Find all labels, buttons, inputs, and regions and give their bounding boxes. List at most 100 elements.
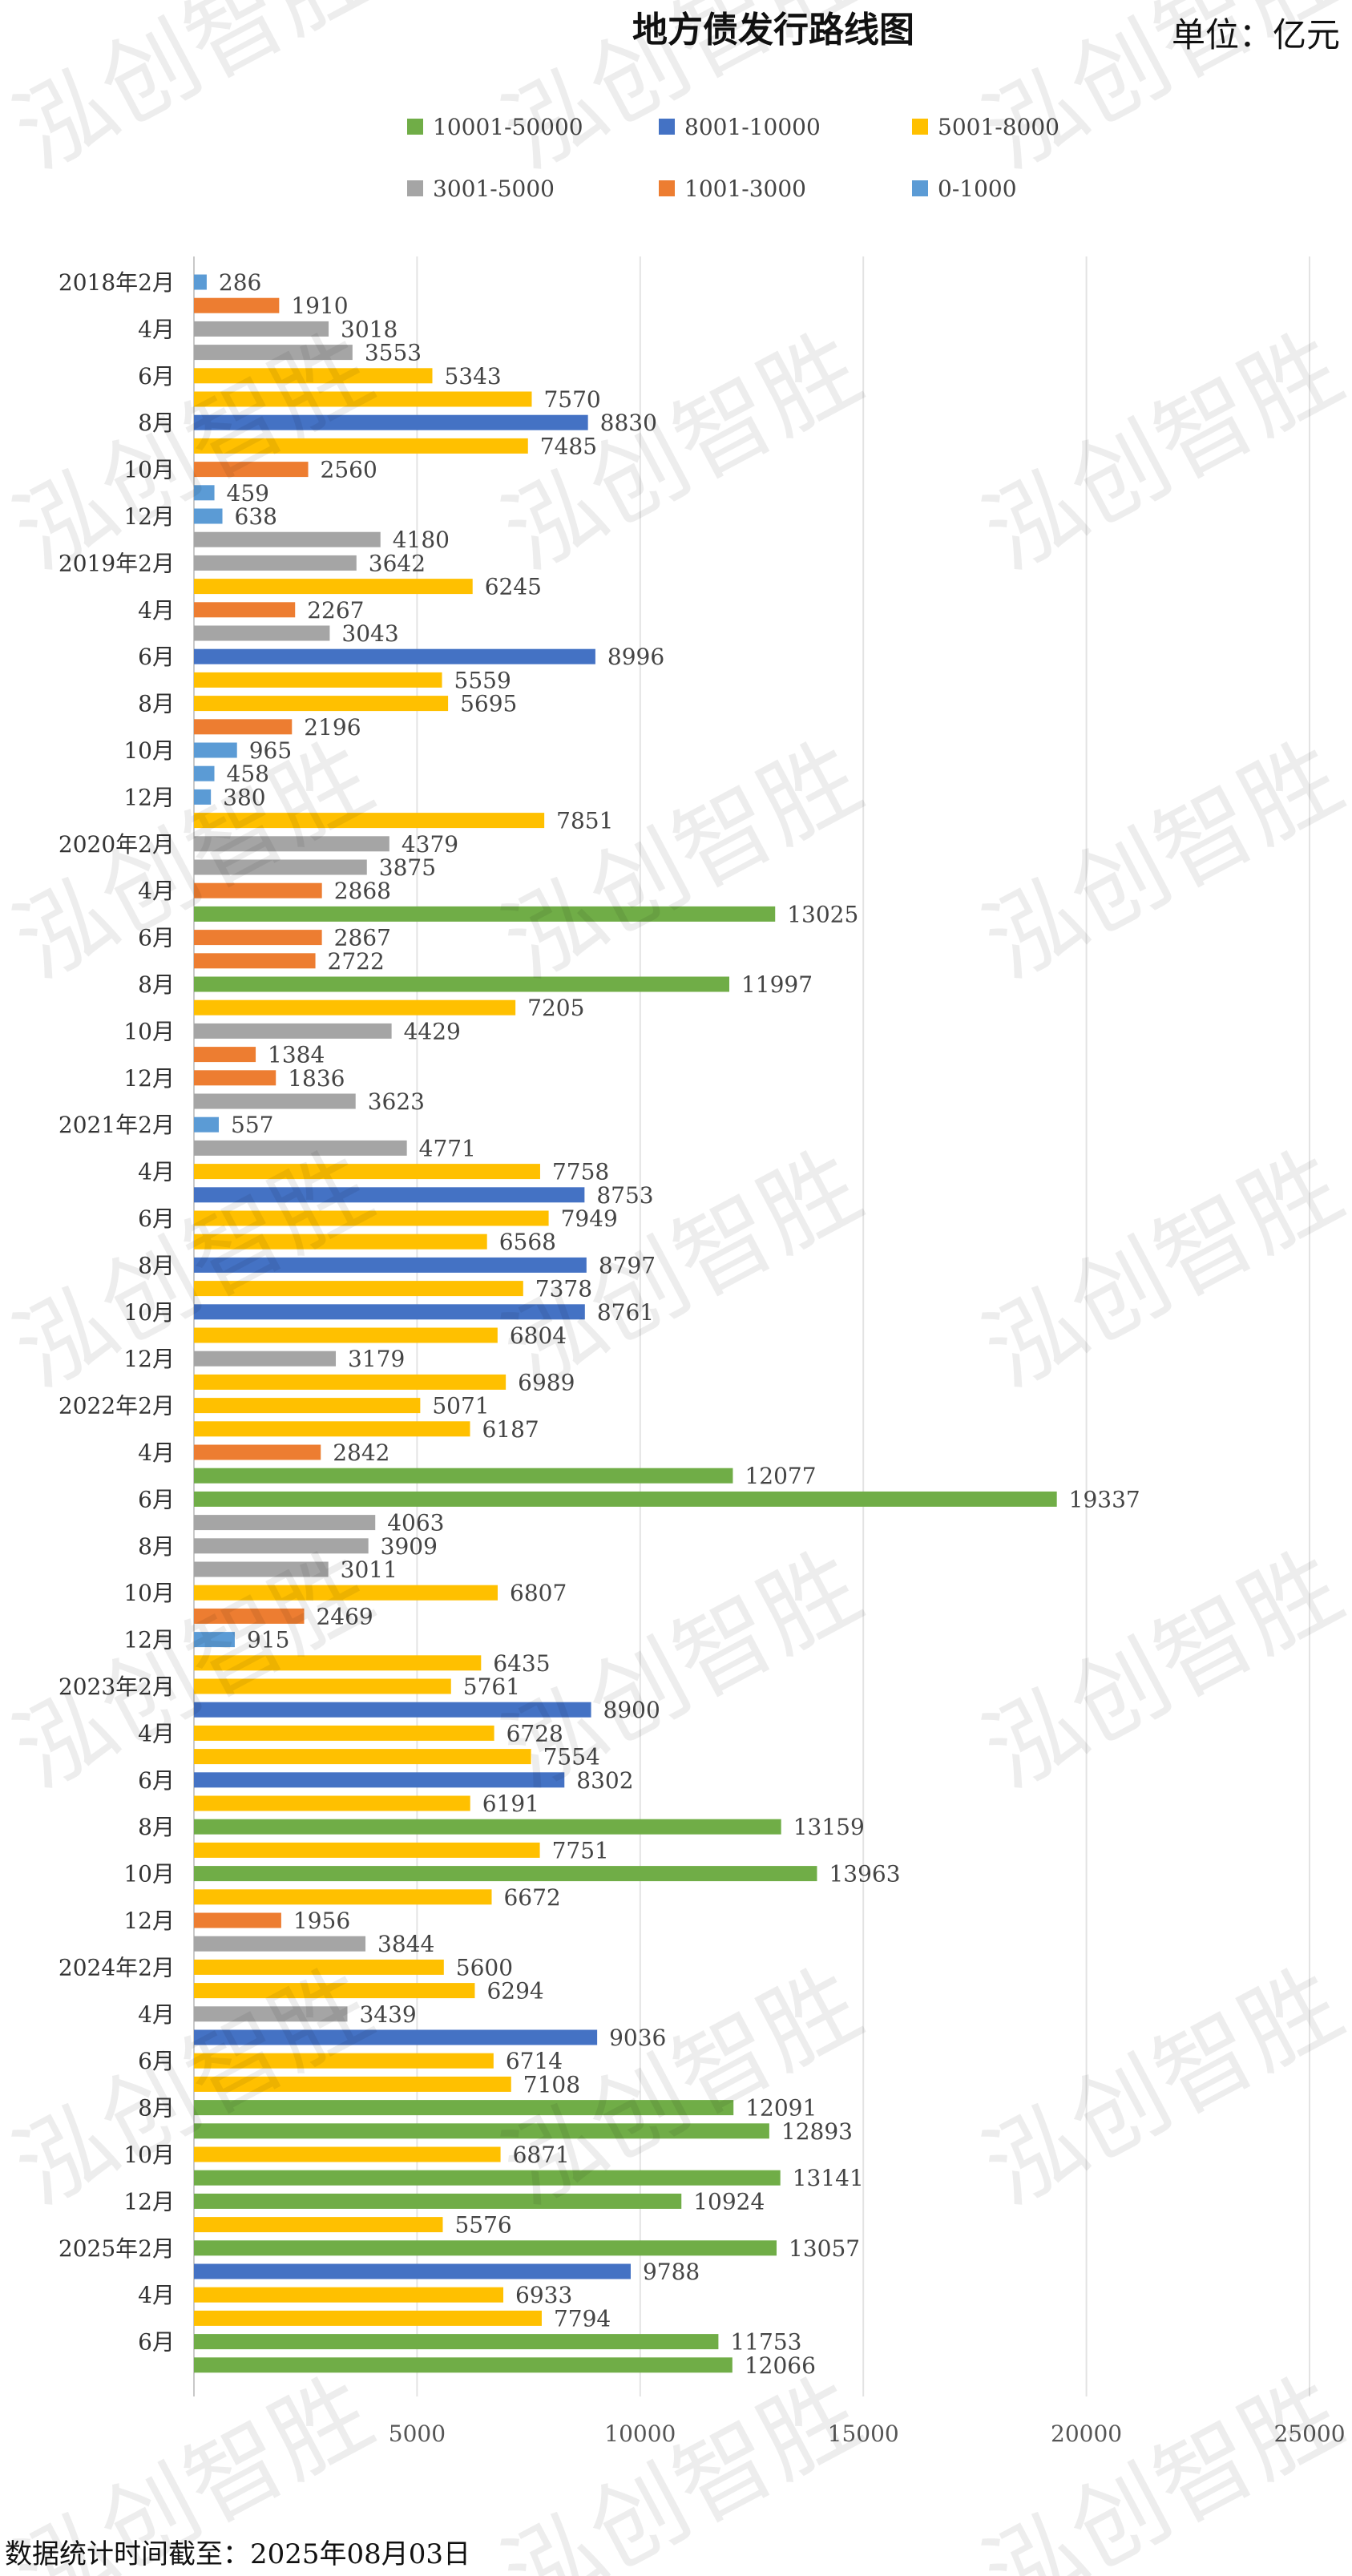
bar: [194, 2217, 443, 2233]
legend-label: 0-1000: [938, 176, 1017, 202]
bar: [194, 1866, 817, 1882]
value-label: 5695: [460, 691, 517, 717]
bar: [194, 1187, 585, 1203]
watermark-text: 泓创智胜: [0, 0, 389, 191]
bar: [194, 1233, 487, 1250]
bar: [194, 2334, 719, 2350]
value-label: 6294: [486, 1978, 543, 2005]
bar: [194, 2170, 781, 2186]
value-label: 7851: [556, 808, 613, 834]
bar: [194, 579, 473, 595]
bar: [194, 485, 215, 501]
value-label: 2469: [316, 1603, 373, 1629]
value-label: 12091: [745, 2095, 817, 2122]
bar: [194, 391, 532, 407]
bar: [194, 2076, 511, 2092]
value-label: 3179: [348, 1346, 405, 1372]
category-label: 6月: [138, 363, 175, 390]
value-label: 7554: [543, 1744, 600, 1770]
category-label: 2023年2月: [59, 1674, 175, 1700]
bar: [194, 1257, 587, 1273]
bar: [194, 813, 545, 829]
category-label: 4月: [138, 316, 175, 342]
category-label: 2024年2月: [59, 1954, 175, 1980]
bar: [194, 1327, 498, 1343]
value-label: 7378: [535, 1276, 592, 1302]
legend-swatch: [659, 119, 675, 135]
bar: [194, 1655, 482, 1671]
value-label: 6672: [503, 1884, 560, 1911]
value-label: 7108: [523, 2071, 580, 2098]
value-label: 4771: [419, 1135, 476, 1161]
category-label: 8月: [138, 1814, 175, 1840]
category-label: 12月: [123, 1065, 175, 1092]
value-label: 286: [219, 269, 261, 296]
bar: [194, 1351, 337, 1367]
bar: [194, 1936, 366, 1952]
bar: [194, 930, 322, 946]
category-label: 6月: [138, 925, 175, 951]
x-tick-label: 5000: [389, 2421, 446, 2447]
legend-label: 10001-50000: [433, 114, 583, 140]
category-label: 8月: [138, 1533, 175, 1560]
legend-label: 5001-8000: [938, 114, 1059, 140]
bar: [194, 742, 237, 758]
category-label: 4月: [138, 597, 175, 624]
bar: [194, 1444, 321, 1460]
category-label: 6月: [138, 1486, 175, 1512]
bar: [194, 2310, 542, 2326]
value-label: 458: [227, 761, 269, 787]
value-label: 3844: [377, 1931, 434, 1957]
value-label: 2267: [307, 597, 364, 624]
bar: [194, 1023, 392, 1039]
value-label: 6871: [513, 2142, 570, 2168]
bar: [194, 438, 528, 454]
bar: [194, 1772, 565, 1788]
legend: 10001-50000 8001-10000 5001-8000 3001-5000 1…: [407, 114, 1059, 202]
value-label: 7205: [527, 995, 584, 1021]
bar: [194, 462, 309, 478]
bar: [194, 274, 207, 290]
value-label: 7570: [543, 386, 600, 413]
value-label: 2560: [321, 457, 377, 483]
bar: [194, 1093, 356, 1109]
bar: [194, 2193, 682, 2209]
value-label: 2196: [304, 714, 361, 741]
value-label: 10924: [693, 2188, 765, 2215]
bar: [194, 672, 442, 688]
bars: [194, 274, 1057, 2373]
bar: [194, 1421, 470, 1437]
bar: [194, 1912, 281, 1928]
value-label: 7949: [561, 1205, 618, 1232]
category-label: 8月: [138, 2095, 175, 2122]
bar: [194, 1538, 369, 1554]
category-label: 8月: [138, 1252, 175, 1278]
bar: [194, 1749, 531, 1765]
category-label: 10月: [123, 737, 175, 764]
value-label: 6435: [493, 1650, 550, 1677]
category-label: 2019年2月: [59, 550, 175, 576]
value-label: 7794: [554, 2305, 611, 2332]
category-label: 6月: [138, 2048, 175, 2074]
category-label: 12月: [123, 1627, 175, 1653]
value-label: 8996: [607, 644, 664, 670]
bar: [194, 882, 322, 898]
bar: [194, 1070, 276, 1086]
bar: [194, 2006, 348, 2022]
watermark-text: 泓创智胜: [967, 313, 1352, 592]
bar: [194, 2053, 494, 2069]
bar: [194, 2357, 733, 2373]
value-label: 1956: [293, 1908, 350, 1934]
category-label: 4月: [138, 1159, 175, 1185]
watermark-text: 泓创智胜: [967, 721, 1352, 1000]
x-tick-label: 10000: [604, 2421, 676, 2447]
value-label: 2842: [333, 1439, 389, 1466]
value-label: 6807: [510, 1580, 567, 1606]
bar: [194, 719, 293, 735]
x-axis-tick-labels: 5000 10000 15000 20000 25000: [389, 2421, 1346, 2447]
category-label: 10月: [123, 457, 175, 483]
category-label: 8月: [138, 691, 175, 717]
bar: [194, 531, 381, 547]
